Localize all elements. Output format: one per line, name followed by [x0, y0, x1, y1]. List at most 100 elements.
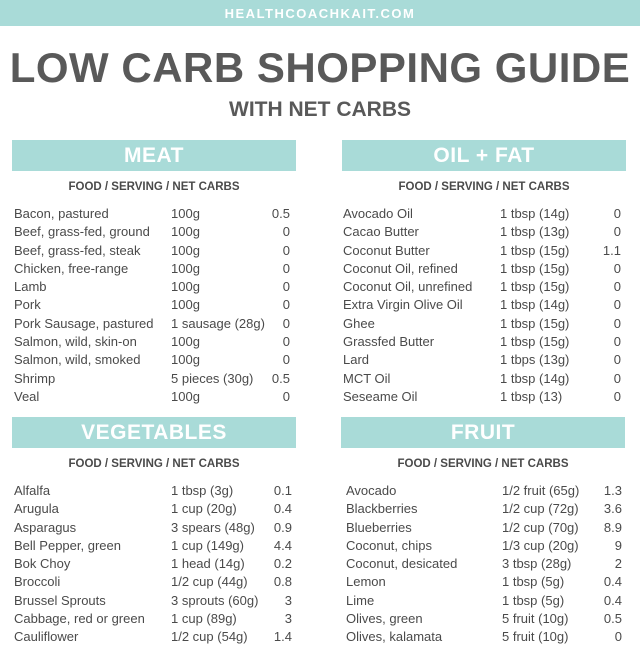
table-row: Pork 100g 0 — [12, 296, 296, 314]
serving-size: 100g — [171, 334, 200, 350]
serving-size: 1 sausage (28g) — [171, 315, 265, 331]
serving-size: 1 tbps (13g) — [500, 352, 570, 368]
net-carbs: 0.8 — [273, 574, 292, 590]
serving-size: 100g — [171, 352, 200, 368]
net-carbs: 0 — [613, 352, 621, 368]
section-title-vegetables: VEGETABLES — [81, 420, 227, 444]
food-name: Lime — [346, 592, 375, 608]
serving-size: 1 tbsp (15g) — [500, 334, 570, 350]
serving-size: 5 fruit (10g) — [502, 611, 569, 627]
food-name: Salmon, wild, skin-on — [14, 334, 137, 350]
serving-size: 1 cup (20g) — [171, 501, 237, 517]
table-row: Salmon, wild, skin-on 100g 0 — [12, 333, 296, 351]
food-name: Beef, grass-fed, ground — [14, 224, 150, 240]
section-header-oil-fat: OIL + FAT — [342, 140, 626, 171]
table-row: Avocado Oil 1 tbsp (14g) 0 — [342, 205, 626, 223]
food-name: Chicken, free-range — [14, 260, 129, 276]
net-carbs: 0 — [613, 206, 621, 221]
section-title-meat: MEAT — [124, 143, 184, 167]
serving-size: 100g — [171, 224, 200, 240]
serving-size: 1 head (14g) — [171, 556, 245, 572]
table-row: Beef, grass-fed, ground 100g 0 — [12, 223, 296, 241]
net-carbs: 0.4 — [273, 501, 292, 517]
serving-size: 5 pieces (30g) — [171, 370, 254, 386]
table-row: Blackberries 1/2 cup (72g) 3.6 — [341, 500, 625, 518]
table-row: Blueberries 1/2 cup (70g) 8.9 — [341, 519, 625, 537]
net-carbs: 0.9 — [273, 519, 292, 535]
serving-size: 1/2 cup (70g) — [502, 519, 579, 535]
table-row: Lamb 100g 0 — [12, 278, 296, 296]
net-carbs: 0 — [613, 388, 621, 404]
section-header-meat: MEAT — [12, 140, 296, 171]
food-name: Asparagus — [14, 519, 77, 535]
column-header-meat: FOOD / SERVING / NET CARBS — [68, 181, 240, 193]
food-name: Cauliflower — [14, 629, 79, 645]
net-carbs: 4.4 — [273, 537, 292, 553]
section-title-oil-fat: OIL + FAT — [433, 143, 535, 167]
serving-size: 1 tbsp (15g) — [500, 260, 570, 276]
food-name: Salmon, wild, smoked — [14, 352, 141, 368]
net-carbs: 0 — [282, 297, 290, 313]
net-carbs: 0 — [613, 224, 621, 240]
serving-size: 5 fruit (10g) — [502, 629, 569, 645]
food-name: Blueberries — [346, 519, 412, 535]
page-title: LOW CARB SHOPPING GUIDE — [9, 44, 631, 91]
section-meat: MEAT FOOD / SERVING / NET CARBS Bacon, p… — [12, 140, 296, 406]
table-row: Broccoli 1/2 cup (44g) 0.8 — [12, 573, 296, 591]
food-name: Seseame Oil — [343, 388, 418, 404]
section-header-vegetables: VEGETABLES — [12, 417, 296, 448]
food-name: Cacao Butter — [343, 224, 419, 240]
net-carbs: 0 — [282, 352, 290, 368]
net-carbs: 0.5 — [271, 206, 290, 221]
net-carbs: 1.1 — [602, 242, 621, 258]
rows-fruit: Avocado 1/2 fruit (65g) 1.3 Blackberries 1/2… — [341, 482, 625, 647]
table-row: Olives, kalamata 5 fruit (10g) 0 — [341, 628, 625, 646]
net-carbs: 0 — [613, 260, 621, 276]
page-subtitle: WITH NET CARBS — [229, 98, 411, 121]
food-name: Broccoli — [14, 574, 61, 590]
food-name: Bell Pepper, green — [14, 537, 121, 553]
net-carbs: 0.5 — [271, 370, 290, 386]
table-row: Bell Pepper, green 1 cup (149g) 4.4 — [12, 537, 296, 555]
table-row: Salmon, wild, smoked 100g 0 — [12, 351, 296, 369]
table-row: Coconut, desicated 3 tbsp (28g) 2 — [341, 555, 625, 573]
food-name: Coconut Oil, refined — [343, 260, 458, 276]
table-row: Arugula 1 cup (20g) 0.4 — [12, 500, 296, 518]
column-header-oil-fat: FOOD / SERVING / NET CARBS — [398, 181, 570, 193]
table-row: Bacon, pastured 100g 0.5 — [12, 205, 296, 223]
table-row: Grassfed Butter 1 tbsp (15g) 0 — [342, 333, 626, 351]
food-name: Coconut Butter — [343, 242, 430, 258]
site-url[interactable]: HEALTHCOACHKAIT.COM — [224, 5, 416, 21]
serving-size: 1/2 cup (72g) — [502, 501, 579, 517]
net-carbs: 3 — [284, 611, 292, 627]
serving-size: 100g — [171, 260, 200, 276]
table-row: Bok Choy 1 head (14g) 0.2 — [12, 555, 296, 573]
serving-size: 1 tbsp (13g) — [500, 224, 570, 240]
section-oil-fat: OIL + FAT FOOD / SERVING / NET CARBS Avo… — [342, 140, 626, 406]
serving-size: 1 tbsp (5g) — [502, 574, 565, 590]
net-carbs: 0 — [614, 629, 622, 645]
food-name: Olives, kalamata — [346, 629, 443, 645]
serving-size: 100g — [171, 279, 200, 295]
food-name: Olives, green — [346, 611, 423, 627]
rows-vegetables: Alfalfa 1 tbsp (3g) 0.1 Arugula 1 cup (20g) 0… — [12, 482, 296, 647]
net-carbs: 0.4 — [603, 592, 622, 608]
section-title-fruit: FRUIT — [450, 420, 516, 444]
serving-size: 3 spears (48g) — [171, 519, 255, 535]
section-vegetables: VEGETABLES FOOD / SERVING / NET CARBS Al… — [12, 417, 296, 647]
table-row: MCT Oil 1 tbsp (14g) 0 — [342, 370, 626, 388]
food-name: Beef, grass-fed, steak — [14, 242, 141, 258]
food-name: Grassfed Butter — [343, 334, 435, 350]
food-name: Avocado — [346, 483, 397, 498]
net-carbs: 0.2 — [273, 556, 292, 572]
table-row: Coconut, chips 1/3 cup (20g) 9 — [341, 537, 625, 555]
serving-size: 1/2 cup (44g) — [171, 574, 248, 590]
table-row: Coconut Butter 1 tbsp (15g) 1.1 — [342, 242, 626, 260]
table-row: Beef, grass-fed, steak 100g 0 — [12, 242, 296, 260]
table-row: Pork Sausage, pastured 1 sausage (28g) 0 — [12, 315, 296, 333]
serving-size: 1 tbsp (15g) — [500, 315, 570, 331]
serving-size: 1 tbsp (15g) — [500, 279, 570, 295]
net-carbs: 0 — [282, 242, 290, 258]
serving-size: 1/2 cup (54g) — [171, 629, 248, 645]
serving-size: 1/3 cup (20g) — [502, 537, 579, 553]
